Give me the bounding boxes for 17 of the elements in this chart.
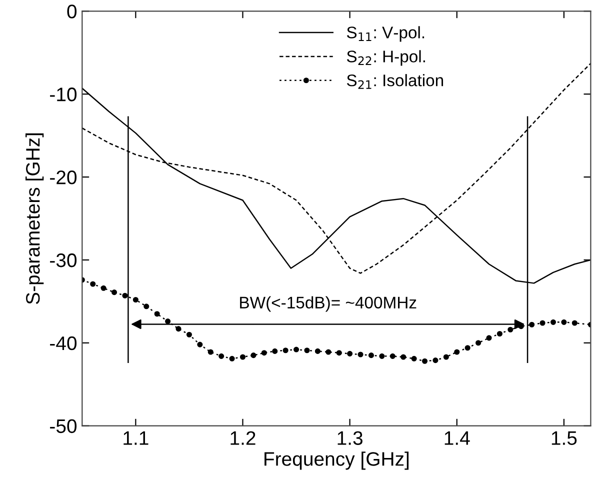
legend-label: S$_{22}$: H-pol. — [346, 50, 425, 66]
x-tick-label: 1.3 — [338, 431, 362, 445]
y-tick-label: -10 — [50, 88, 77, 102]
legend-label: S$_{11}$: V-pol. — [346, 26, 424, 42]
x-tick-label: 1.2 — [230, 431, 256, 445]
y-tick-label: 0 — [67, 4, 77, 18]
legend-label: S$_{21}$: Isolation — [346, 74, 444, 89]
y-tick-label: -30 — [50, 253, 77, 268]
x-tick-label: 1.4 — [444, 431, 470, 445]
y-tick-label: -20 — [50, 170, 77, 184]
y-tick-label: -50 — [50, 419, 77, 434]
x-axis-title: Frequency [GHz] — [264, 452, 409, 470]
x-tick-label: 1.1 — [124, 431, 148, 445]
annotation: BW(<-15dB)= ~400MHz — [240, 296, 416, 312]
y-tick-label: -40 — [50, 336, 77, 350]
x-tick-label: 1.5 — [552, 431, 577, 445]
y-axis-title: S-parameters [GHz] — [26, 133, 44, 304]
